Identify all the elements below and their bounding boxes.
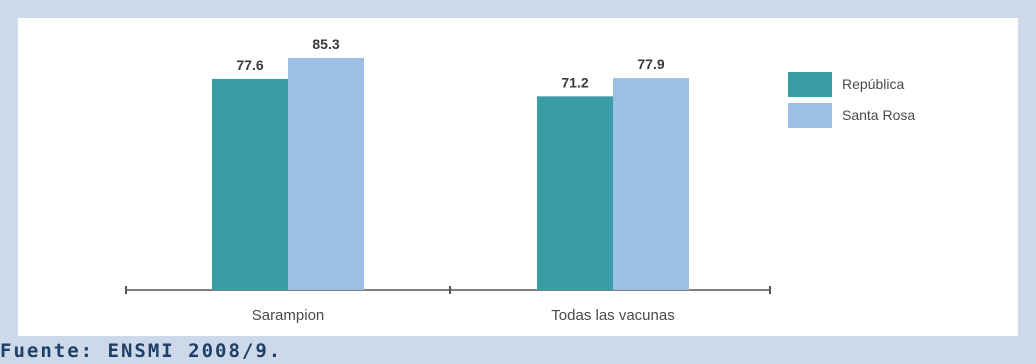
data-label: 77.9 (637, 56, 664, 72)
x-tick-label: Sarampion (252, 307, 325, 324)
legend-label: República (842, 76, 904, 92)
bar-chart: 77.6 85.3 Sarampion 71.2 77.9 Todas las vacun… (125, 36, 915, 324)
legend-label: Santa Rosa (842, 107, 915, 123)
x-tick-label: Todas las vacunas (551, 307, 674, 324)
bar-santa-rosa-0 (288, 57, 364, 290)
bar-santa-rosa-1 (613, 78, 689, 290)
data-label: 85.3 (312, 36, 339, 52)
legend-swatch (788, 103, 832, 128)
bar-republica-1 (537, 96, 613, 290)
data-label: 77.6 (236, 57, 263, 73)
chart-panel: 77.6 85.3 Sarampion 71.2 77.9 Todas las vacun… (18, 18, 1018, 336)
data-label: 71.2 (561, 74, 588, 90)
source-note: Fuente: ENSMI 2008/9. (0, 340, 283, 362)
bar-republica-0 (212, 78, 288, 290)
legend-swatch (788, 72, 832, 97)
